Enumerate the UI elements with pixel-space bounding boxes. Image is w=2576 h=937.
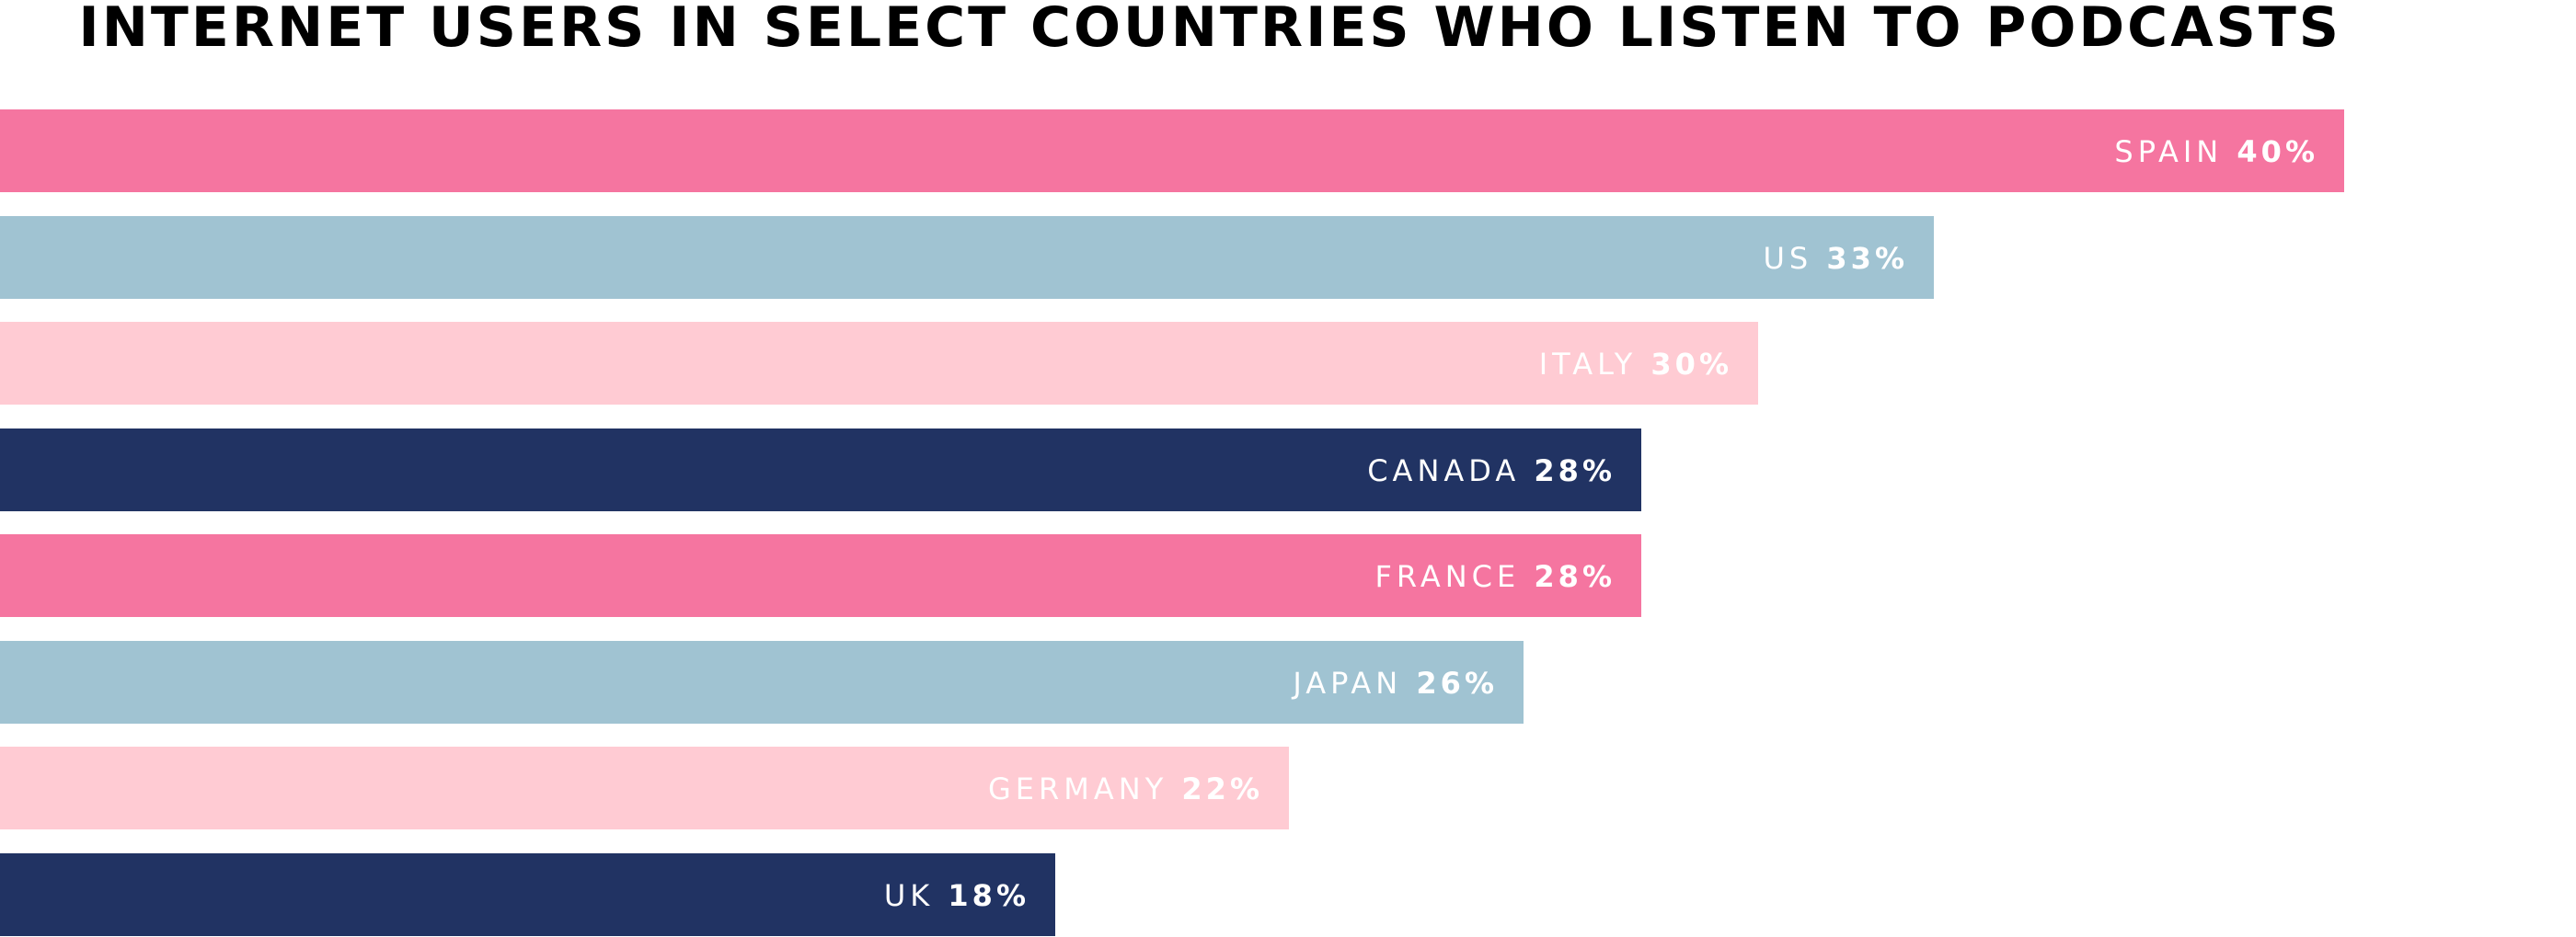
bar-data-label: FRANCE 28% — [1375, 559, 1616, 594]
value-label: 18% — [948, 878, 1029, 913]
category-label: CANADA — [1367, 453, 1534, 488]
bar-germany — [0, 747, 1289, 829]
category-label: ITALY — [1539, 347, 1651, 382]
bar-group-germany: GERMANY 22% — [0, 747, 1289, 829]
bar-data-label: UK 18% — [884, 878, 1029, 913]
bar-group-canada: CANADA 28% — [0, 429, 1641, 511]
bar-group-japan: JAPAN 26% — [0, 641, 1524, 724]
category-label: UK — [884, 878, 949, 913]
bar-group-spain: SPAIN 40% — [0, 109, 2344, 192]
category-label: JAPAN — [1291, 666, 1416, 701]
value-label: 22% — [1181, 771, 1263, 806]
bar-canada — [0, 429, 1641, 511]
category-label: GERMANY — [988, 771, 1181, 806]
bar-spain — [0, 109, 2344, 192]
bar-data-label: ITALY 30% — [1539, 347, 1732, 382]
bar-data-label: GERMANY 22% — [988, 771, 1263, 806]
bar-group-italy: ITALY 30% — [0, 322, 1758, 405]
value-label: 28% — [1534, 453, 1616, 488]
value-label: 33% — [1826, 241, 1908, 276]
value-label: 28% — [1534, 559, 1616, 594]
bar-data-label: SPAIN 40% — [2114, 134, 2318, 169]
bar-data-label: JAPAN 26% — [1291, 666, 1498, 701]
bar-data-label: CANADA 28% — [1367, 453, 1616, 488]
bar-group-france: FRANCE 28% — [0, 534, 1641, 617]
bar-uk — [0, 853, 1055, 936]
value-label: 40% — [2237, 134, 2318, 169]
bar-group-uk: UK 18% — [0, 853, 1055, 936]
category-label: US — [1764, 241, 1827, 276]
bar-group-us: US 33% — [0, 216, 1934, 299]
bar-france — [0, 534, 1641, 617]
bar-italy — [0, 322, 1758, 405]
chart-title: INTERNET USERS IN SELECT COUNTRIES WHO L… — [78, 0, 2341, 60]
value-label: 26% — [1416, 666, 1498, 701]
category-label: FRANCE — [1375, 559, 1535, 594]
category-label: SPAIN — [2114, 134, 2237, 169]
bar-us — [0, 216, 1934, 299]
bar-japan — [0, 641, 1524, 724]
value-label: 30% — [1650, 347, 1732, 382]
bar-data-label: US 33% — [1764, 241, 1909, 276]
